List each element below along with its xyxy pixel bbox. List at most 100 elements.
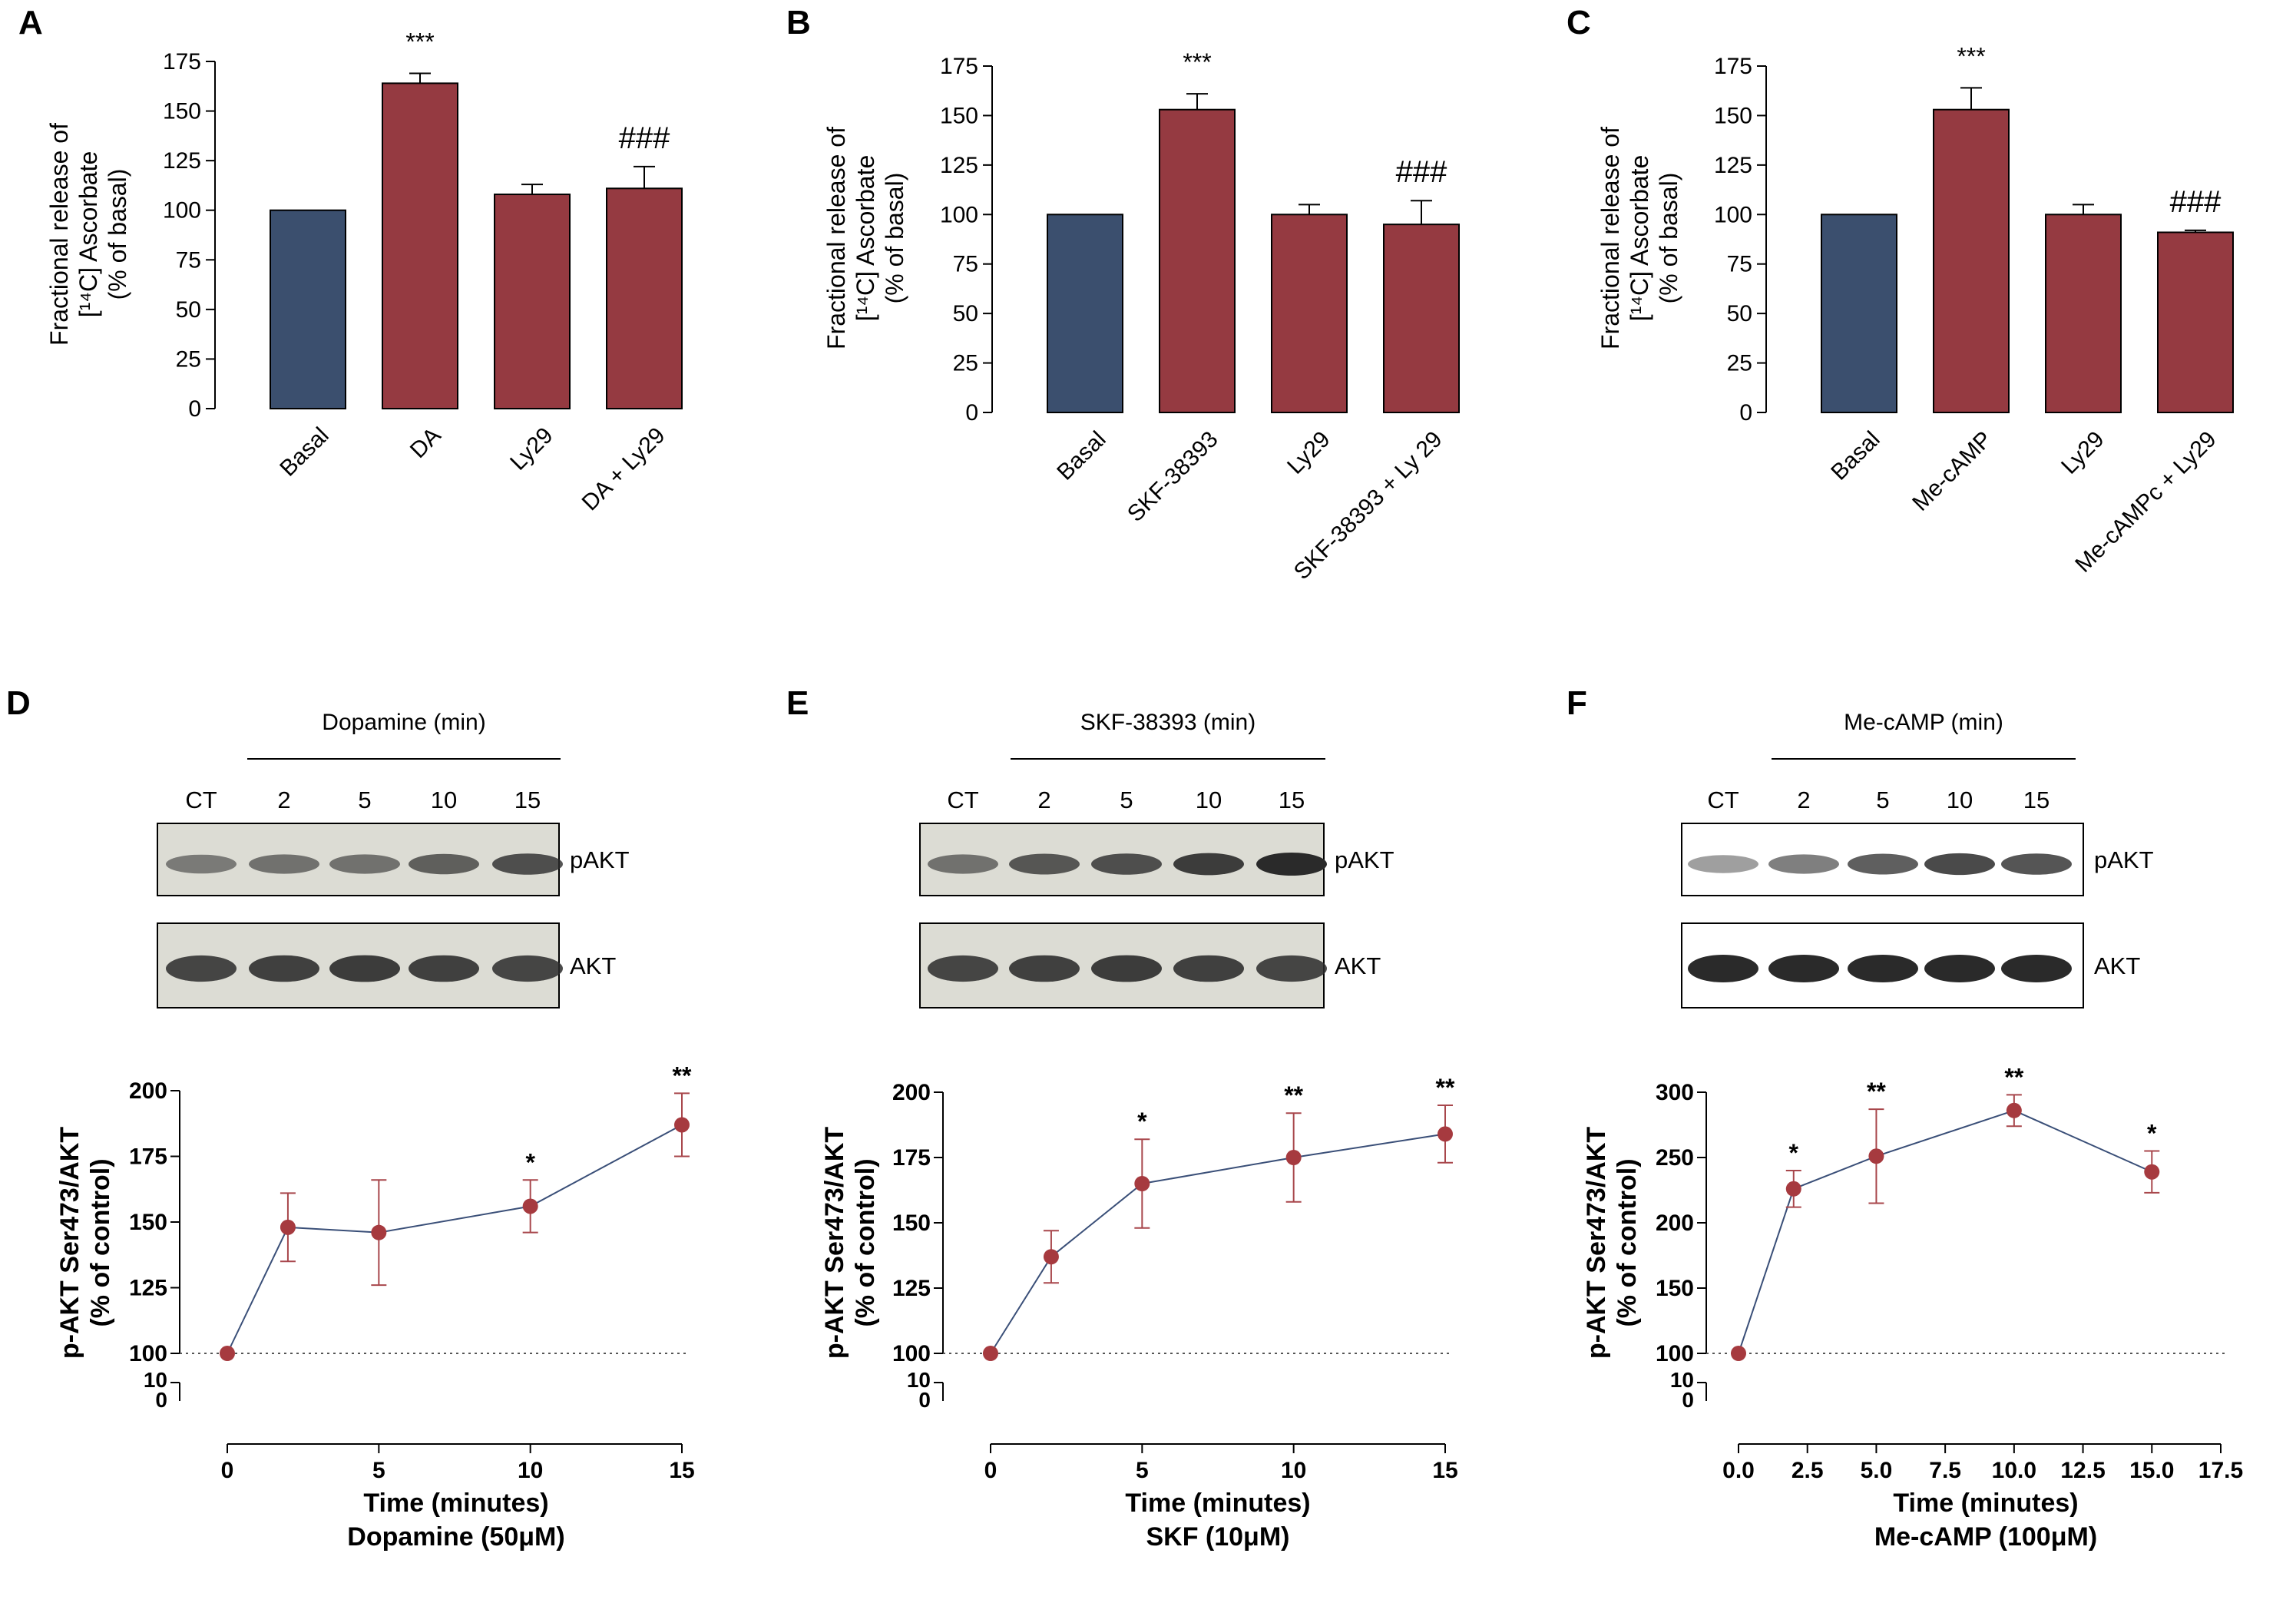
y-tick-label: 75 bbox=[1727, 252, 1752, 277]
bar-panel-b: B 0 25 50 75 100 125 150 175 Fractional release o… bbox=[786, 4, 1460, 585]
x-tick-label: 5 bbox=[372, 1458, 385, 1483]
data-point bbox=[280, 1219, 296, 1235]
bar bbox=[606, 187, 683, 409]
blot-treatment-label: Dopamine (min) bbox=[322, 710, 485, 735]
blot-lane-label: 15 bbox=[2023, 787, 2050, 813]
bar bbox=[270, 209, 346, 409]
x-tick-label-group: SKF-38393 bbox=[1123, 426, 1223, 527]
blot-band bbox=[1256, 853, 1327, 876]
significance-label: * bbox=[525, 1148, 535, 1176]
bar bbox=[494, 194, 571, 409]
y-tick-label: 250 bbox=[1656, 1145, 1694, 1171]
blot-row-label: AKT bbox=[570, 952, 616, 979]
significance-label: ### bbox=[2170, 185, 2222, 219]
y-tick-label: 10 bbox=[907, 1368, 931, 1392]
x-tick-label-group: Ly29 bbox=[2056, 426, 2109, 479]
y-axis-label-line: Fractional release of bbox=[1596, 127, 1624, 349]
y-tick-label: 25 bbox=[176, 346, 201, 372]
blot-band bbox=[2001, 853, 2072, 875]
blot-lane-label: 2 bbox=[1037, 787, 1050, 813]
data-point bbox=[1285, 1150, 1302, 1165]
data-point bbox=[2006, 1102, 2022, 1118]
panel-label: B bbox=[786, 4, 811, 41]
y-tick-label: 175 bbox=[892, 1145, 931, 1171]
blot-band bbox=[249, 854, 319, 874]
y-tick-label: 100 bbox=[163, 198, 201, 224]
x-tick-label: 0 bbox=[221, 1458, 234, 1483]
x-tick-label: Basal bbox=[275, 422, 333, 481]
blot-lane-label: 5 bbox=[1876, 787, 1889, 813]
x-tick-label-group: Ly29 bbox=[1282, 426, 1335, 479]
y-tick-label: 50 bbox=[953, 301, 978, 326]
y-tick-label: 150 bbox=[940, 103, 978, 128]
x-tick-label: 5 bbox=[1136, 1458, 1149, 1483]
y-tick-label: 125 bbox=[940, 153, 978, 178]
y-tick-label: 10 bbox=[1670, 1368, 1694, 1392]
significance-label: ### bbox=[619, 121, 670, 155]
y-axis-label-line: (% of control) bbox=[1613, 1158, 1642, 1326]
blot-row-label: AKT bbox=[1335, 952, 1381, 979]
x-tick-label: Ly29 bbox=[505, 422, 558, 475]
x-tick-label-group: DA + Ly29 bbox=[577, 422, 670, 515]
y-tick-label: 0 bbox=[965, 400, 978, 426]
y-axis-label-line: [¹⁴C] Ascorbate bbox=[74, 151, 102, 318]
x-tick-label: Ly29 bbox=[2056, 426, 2109, 479]
x-axis-label-line: Time (minutes) bbox=[1125, 1489, 1310, 1518]
data-point bbox=[1437, 1126, 1453, 1142]
blot-band bbox=[1009, 955, 1080, 982]
y-tick-label: 100 bbox=[129, 1341, 167, 1366]
significance-label: *** bbox=[405, 28, 434, 55]
y-tick-label: 150 bbox=[129, 1210, 167, 1235]
significance-label: * bbox=[1137, 1108, 1147, 1135]
blot-band bbox=[928, 955, 998, 982]
blot-band bbox=[1091, 955, 1162, 982]
x-tick-label: SKF-38393 bbox=[1123, 426, 1223, 527]
x-axis-label-line: Dopamine (50μM) bbox=[347, 1522, 564, 1552]
y-axis-label: p-AKT Ser473/AKT (% of control) bbox=[1582, 1127, 1642, 1360]
y-axis-label-line: (% of control) bbox=[851, 1158, 880, 1326]
y-axis-label-line: (% of basal) bbox=[104, 169, 131, 300]
x-tick-label-group: Ly29 bbox=[505, 422, 558, 475]
y-tick-label: 125 bbox=[163, 148, 201, 174]
x-tick-label: 0.0 bbox=[1722, 1458, 1755, 1483]
blot-lane-label: 10 bbox=[1947, 787, 1973, 813]
x-tick-label: 2.5 bbox=[1791, 1458, 1824, 1483]
x-tick-label: 15 bbox=[1432, 1458, 1457, 1483]
significance-label: ** bbox=[1867, 1078, 1886, 1105]
y-tick-label: 25 bbox=[1727, 351, 1752, 376]
significance-label: *** bbox=[1183, 48, 1211, 76]
data-point bbox=[2144, 1164, 2160, 1180]
blot-lane-label: 10 bbox=[1196, 787, 1222, 813]
y-tick-label: 10 bbox=[144, 1368, 167, 1392]
blot-band bbox=[1173, 853, 1244, 876]
blot-band bbox=[166, 955, 237, 982]
x-tick-label: 0 bbox=[984, 1458, 997, 1483]
y-tick-label: 150 bbox=[1714, 103, 1752, 128]
x-tick-label: DA + Ly29 bbox=[577, 422, 670, 515]
x-tick-label: 15 bbox=[669, 1458, 694, 1483]
bar bbox=[1271, 214, 1348, 413]
y-tick-label: 300 bbox=[1656, 1080, 1694, 1105]
y-axis-label: Fractional release of [¹⁴C] Ascorbate (% o… bbox=[45, 123, 131, 346]
y-axis-label-line: [¹⁴C] Ascorbate bbox=[852, 155, 879, 322]
bar bbox=[1047, 214, 1123, 413]
blot-treatment-label: Me-cAMP (min) bbox=[1844, 710, 2003, 735]
significance-label: ** bbox=[673, 1061, 692, 1089]
significance-label: ** bbox=[1284, 1081, 1303, 1109]
y-tick-label: 0 bbox=[1682, 1388, 1694, 1412]
blot-band bbox=[1091, 853, 1162, 875]
blot-lane-label: CT bbox=[185, 787, 217, 813]
data-point bbox=[1043, 1249, 1059, 1265]
significance-label: ** bbox=[2004, 1063, 2023, 1091]
panel-label: C bbox=[1567, 4, 1591, 41]
y-axis-label-line: (% of basal) bbox=[881, 173, 908, 304]
blot-band bbox=[1768, 955, 1839, 982]
series-line bbox=[1738, 1109, 2152, 1354]
significance-label: * bbox=[2147, 1120, 2157, 1148]
x-tick-label: Ly29 bbox=[1282, 426, 1335, 479]
blot-lane-label: 2 bbox=[277, 787, 290, 813]
blot-band bbox=[1768, 854, 1839, 874]
